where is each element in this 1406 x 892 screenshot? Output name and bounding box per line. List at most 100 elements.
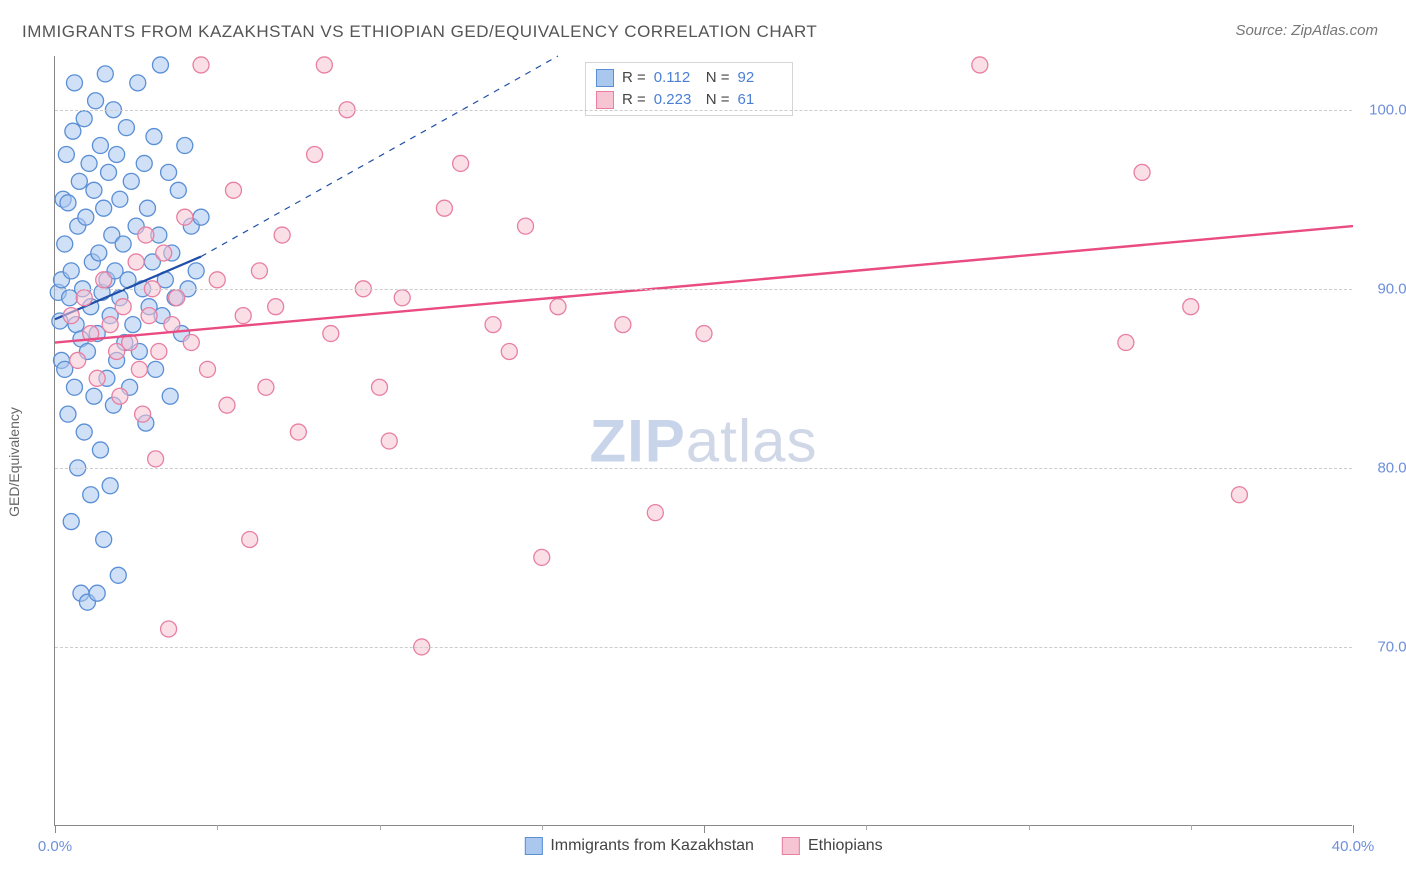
y-tick-label: 80.0% [1360,459,1406,476]
y-axis-label: GED/Equivalency [6,407,22,517]
data-point [76,290,92,306]
data-point [274,227,290,243]
legend-label: Immigrants from Kazakhstan [550,837,754,855]
data-point [63,308,79,324]
data-point [219,397,235,413]
data-point [65,123,81,139]
data-point [550,299,566,315]
data-point [161,164,177,180]
data-point [1118,335,1134,351]
data-point [615,317,631,333]
data-point [436,200,452,216]
data-point [381,433,397,449]
plot-area: ZIPatlas R = 0.112 N = 92 R = 0.223 N = … [54,56,1352,826]
data-point [177,138,193,154]
data-point [63,263,79,279]
data-point [152,57,168,73]
y-tick-label: 100.0% [1360,101,1406,118]
n-label: N = [706,89,730,111]
r-value: 0.223 [654,89,698,111]
gridline [55,647,1352,648]
data-point [1183,299,1199,315]
data-point [647,505,663,521]
data-point [138,227,154,243]
data-point [63,514,79,530]
legend-swatch [596,69,614,87]
data-point [235,308,251,324]
x-tick-label: 40.0% [1332,838,1375,855]
data-point [81,155,97,171]
chart-container: GED/Equivalency ZIPatlas R = 0.112 N = 9… [22,56,1382,868]
data-point [323,326,339,342]
data-point [372,379,388,395]
data-point [96,200,112,216]
data-point [88,93,104,109]
data-point [136,155,152,171]
chart-title: IMMIGRANTS FROM KAZAKHSTAN VS ETHIOPIAN … [22,22,817,42]
x-tick-minor [542,825,543,830]
x-tick-minor [1191,825,1192,830]
data-point [115,236,131,252]
data-point [972,57,988,73]
data-point [112,388,128,404]
gridline [55,289,1352,290]
data-point [148,451,164,467]
n-value: 61 [738,89,782,111]
correlation-legend: R = 0.112 N = 92 R = 0.223 N = 61 [585,62,793,116]
data-point [86,182,102,198]
scatter-svg [55,56,1352,825]
data-point [110,567,126,583]
legend-item: Ethiopians [782,837,883,855]
data-point [91,245,107,261]
data-point [151,343,167,359]
data-point [92,138,108,154]
legend-label: Ethiopians [808,837,883,855]
r-value: 0.112 [654,67,698,89]
data-point [96,272,112,288]
data-point [148,361,164,377]
data-point [225,182,241,198]
x-tick [55,825,56,833]
data-point [193,57,209,73]
data-point [97,66,113,82]
data-point [112,191,128,207]
n-label: N = [706,67,730,89]
legend-swatch [596,91,614,109]
data-point [251,263,267,279]
data-point [92,442,108,458]
data-point [188,263,204,279]
legend-swatch [782,837,800,855]
data-point [162,388,178,404]
data-point [146,129,162,145]
header: IMMIGRANTS FROM KAZAKHSTAN VS ETHIOPIAN … [0,0,1406,42]
data-point [66,75,82,91]
data-point [170,182,186,198]
data-point [696,326,712,342]
source-attribution: Source: ZipAtlas.com [1235,22,1378,39]
data-point [71,173,87,189]
data-point [177,209,193,225]
data-point [169,290,185,306]
data-point [58,146,74,162]
data-point [394,290,410,306]
data-point [60,406,76,422]
data-point [86,388,102,404]
data-point [83,487,99,503]
data-point [1134,164,1150,180]
y-tick-label: 90.0% [1360,280,1406,297]
data-point [102,317,118,333]
x-tick-minor [866,825,867,830]
r-label: R = [622,67,646,89]
n-value: 92 [738,67,782,89]
data-point [193,209,209,225]
data-point [57,236,73,252]
data-point [102,478,118,494]
data-point [70,352,86,368]
data-point [109,146,125,162]
data-point [131,361,147,377]
data-point [485,317,501,333]
data-point [453,155,469,171]
data-point [258,379,274,395]
data-point [60,195,76,211]
y-tick-label: 70.0% [1360,638,1406,655]
